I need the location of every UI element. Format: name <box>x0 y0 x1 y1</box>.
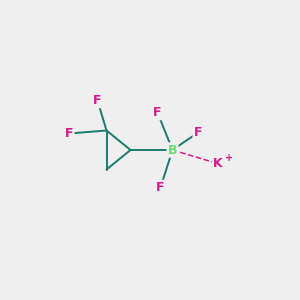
Text: F: F <box>153 106 162 119</box>
Text: F: F <box>65 127 73 140</box>
Text: +: + <box>225 153 233 163</box>
Text: F: F <box>93 94 102 107</box>
Text: F: F <box>156 181 165 194</box>
Text: B: B <box>168 143 177 157</box>
Text: K: K <box>213 157 222 170</box>
Text: F: F <box>194 126 202 139</box>
